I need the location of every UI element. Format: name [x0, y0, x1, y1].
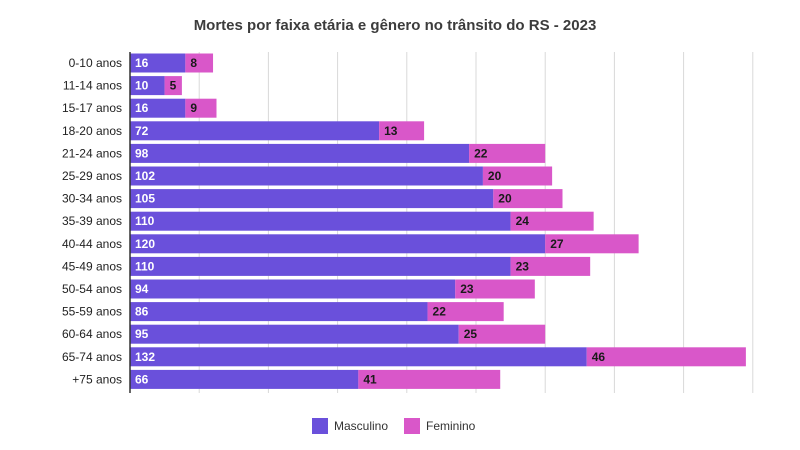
- bar-feminino-9: [510, 256, 591, 276]
- value-label-feminino-1: 5: [170, 79, 177, 93]
- bar-masculino-9: [130, 256, 511, 276]
- category-label-8: 40-44 anos: [62, 237, 122, 251]
- bar-feminino-8: [545, 234, 639, 254]
- legend-label-feminino: Feminino: [426, 419, 476, 433]
- bar-feminino-4: [469, 143, 546, 163]
- value-label-masculino-0: 16: [135, 56, 149, 70]
- bar-masculino-10: [130, 279, 456, 299]
- bar-feminino-5: [482, 166, 553, 186]
- category-label-11: 55-59 anos: [62, 305, 122, 319]
- bar-feminino-12: [458, 324, 546, 344]
- bar-feminino-0: [185, 53, 214, 73]
- value-label-feminino-10: 23: [460, 282, 474, 296]
- bar-masculino-2: [130, 98, 186, 118]
- bar-masculino-4: [130, 143, 470, 163]
- value-label-masculino-2: 16: [135, 101, 149, 115]
- category-label-3: 18-20 anos: [62, 124, 122, 138]
- value-label-feminino-11: 22: [433, 305, 447, 319]
- bar-feminino-13: [586, 347, 746, 367]
- value-label-feminino-3: 13: [384, 124, 398, 138]
- category-label-1: 11-14 anos: [63, 79, 122, 93]
- bar-masculino-7: [130, 211, 511, 231]
- value-label-masculino-4: 98: [135, 146, 149, 160]
- value-label-masculino-5: 102: [135, 169, 155, 183]
- bar-masculino-5: [130, 166, 483, 186]
- value-label-feminino-2: 9: [190, 101, 197, 115]
- value-label-feminino-6: 20: [498, 192, 512, 206]
- legend-label-masculino: Masculino: [334, 419, 388, 433]
- category-label-4: 21-24 anos: [62, 146, 122, 160]
- bar-feminino-3: [379, 121, 425, 141]
- chart-title: Mortes por faixa etária e gênero no trân…: [194, 17, 597, 34]
- bar-masculino-14: [130, 369, 359, 389]
- category-label-5: 25-29 anos: [62, 169, 122, 183]
- value-label-feminino-12: 25: [464, 327, 478, 341]
- value-label-masculino-3: 72: [135, 124, 149, 138]
- bar-feminino-10: [455, 279, 535, 299]
- category-label-9: 45-49 anos: [62, 259, 122, 273]
- bar-masculino-0: [130, 53, 186, 73]
- value-label-masculino-11: 86: [135, 305, 149, 319]
- value-label-masculino-12: 95: [135, 327, 149, 341]
- category-labels: 0-10 anos 11-14 anos 15-17 anos 18-20 anos 2…: [62, 56, 122, 386]
- bar-feminino-14: [358, 369, 501, 389]
- category-label-6: 30-34 anos: [62, 192, 122, 206]
- legend-swatch-feminino: [404, 418, 420, 434]
- bar-feminino-1: [164, 76, 182, 96]
- bar-masculino-1: [130, 76, 165, 96]
- category-label-10: 50-54 anos: [62, 282, 122, 296]
- value-label-masculino-8: 120: [135, 237, 155, 251]
- bar-feminino-11: [427, 302, 504, 322]
- category-label-2: 15-17 anos: [62, 101, 122, 115]
- bar-feminino-6: [493, 189, 563, 209]
- category-label-13: 65-74 anos: [62, 350, 122, 364]
- category-label-7: 35-39 anos: [62, 214, 122, 228]
- value-label-feminino-13: 46: [592, 350, 606, 364]
- bar-feminino-7: [510, 211, 594, 231]
- value-label-feminino-7: 24: [516, 214, 530, 228]
- value-label-masculino-6: 105: [135, 192, 155, 206]
- value-label-masculino-1: 10: [135, 79, 149, 93]
- bar-masculino-13: [130, 347, 587, 367]
- legend: Masculino Feminino: [312, 418, 476, 434]
- bar-masculino-8: [130, 234, 546, 254]
- value-label-feminino-5: 20: [488, 169, 502, 183]
- bar-feminino-2: [185, 98, 217, 118]
- bar-masculino-3: [130, 121, 380, 141]
- category-label-14: +75 anos: [72, 372, 122, 386]
- category-label-0: 0-10 anos: [69, 56, 122, 70]
- value-label-masculino-13: 132: [135, 350, 155, 364]
- legend-swatch-masculino: [312, 418, 328, 434]
- value-label-masculino-10: 94: [135, 282, 149, 296]
- value-label-masculino-9: 110: [135, 259, 155, 273]
- bar-masculino-6: [130, 189, 494, 209]
- value-label-feminino-0: 8: [190, 56, 197, 70]
- bar-masculino-11: [130, 302, 428, 322]
- value-label-feminino-8: 27: [550, 237, 564, 251]
- value-label-feminino-9: 23: [516, 259, 530, 273]
- category-label-12: 60-64 anos: [62, 327, 122, 341]
- value-label-feminino-14: 41: [363, 372, 377, 386]
- bar-masculino-12: [130, 324, 459, 344]
- value-label-masculino-14: 66: [135, 372, 149, 386]
- value-label-feminino-4: 22: [474, 146, 488, 160]
- value-label-masculino-7: 110: [135, 214, 155, 228]
